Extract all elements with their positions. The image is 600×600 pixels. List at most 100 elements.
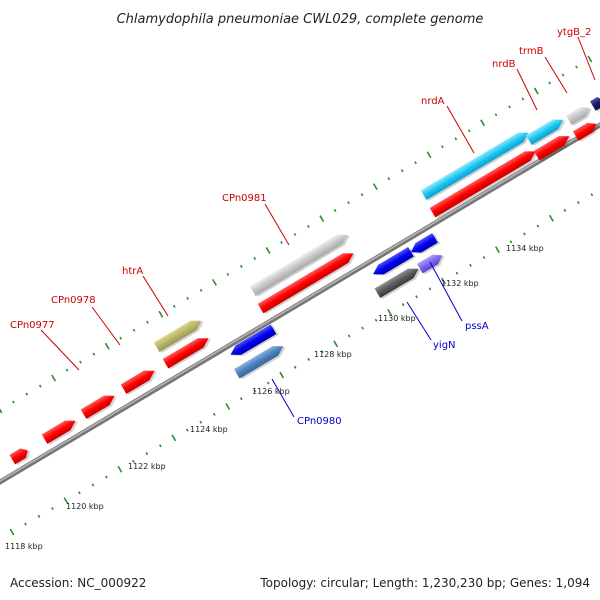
inner-tick — [577, 201, 580, 205]
outer-tick — [239, 264, 243, 268]
inner-tick — [117, 465, 123, 473]
gene-arrow-trmB[interactable] — [565, 102, 595, 126]
inner-tick — [9, 528, 15, 536]
gene-arrow-CPn0980-a[interactable] — [228, 324, 279, 362]
inner-tick — [428, 287, 432, 291]
outer-tick — [319, 215, 325, 222]
inner-tick — [185, 428, 189, 432]
gene-arrow-yigN-a[interactable] — [370, 246, 417, 280]
gene-label-CPn0980: CPn0980 — [297, 416, 342, 427]
outer-tick — [146, 320, 149, 324]
outer-tick — [293, 232, 297, 237]
gene-arrow-trmB-body — [565, 106, 590, 125]
gene-arrow-pssA-body — [417, 254, 443, 274]
outer-tick — [25, 392, 29, 396]
tick-labels: 1118 kbp 1120 kbp 1122 kbp 1124 kbp 1126… — [5, 244, 544, 551]
outer-tick — [387, 177, 391, 181]
inner-tick — [293, 365, 297, 369]
inner-tick — [374, 318, 378, 322]
gene-arrow-nrdA[interactable] — [420, 127, 534, 201]
gene-arrow-nrdB[interactable] — [526, 114, 568, 146]
gene-label-nrdB: nrdB — [492, 59, 516, 70]
outer-tick — [454, 137, 458, 141]
inner-tick — [199, 420, 203, 424]
leader-nrdA — [446, 105, 475, 154]
inner-tick — [63, 497, 69, 505]
inner-tick — [212, 412, 216, 416]
inner-tick — [523, 232, 526, 236]
gene-arrow-CPn0980-body — [233, 346, 284, 379]
gene-arrow-trmB-red[interactable] — [572, 118, 600, 142]
inner-tick — [563, 208, 567, 212]
outer-tick — [508, 105, 511, 109]
gene-arrow-htrA[interactable] — [153, 315, 207, 354]
leader-CPn0981 — [264, 203, 290, 246]
inner-tick — [91, 483, 95, 487]
outer-tick — [467, 129, 471, 133]
gene-arrow-yigN[interactable] — [374, 263, 424, 299]
inner-tick — [347, 334, 351, 338]
gene-arrow-CPn0981-body — [249, 234, 348, 296]
outer-tick — [65, 368, 69, 372]
inner-tick — [333, 340, 339, 348]
gene-label-CPn0978: CPn0978 — [51, 295, 96, 306]
inner-tick — [37, 514, 41, 518]
outer-tick — [587, 55, 593, 63]
outer-tick — [12, 400, 15, 404]
gene-arrow-a-body — [9, 448, 28, 465]
inner-tick — [469, 263, 472, 267]
gene-arrow-a[interactable] — [9, 445, 32, 466]
gene-arrow-nrdB-body — [526, 119, 564, 145]
inner-tick — [78, 491, 81, 495]
gene-arrow-yigN-body — [374, 268, 419, 298]
inner-tick — [132, 459, 135, 463]
outer-tick — [226, 272, 230, 276]
gene-arrow-nrdA-red[interactable] — [429, 146, 541, 219]
gene-arrow-ytgB_2[interactable] — [590, 94, 600, 112]
tick-label-1120: 1120 kbp — [66, 502, 104, 511]
outer-tick — [480, 119, 486, 127]
tick-label-1126: 1126 kbp — [252, 387, 290, 396]
outer-tick — [414, 161, 417, 165]
tick-label-1132: 1132 kbp — [441, 279, 479, 288]
inner-tick — [279, 371, 285, 379]
leader-nrdB — [516, 68, 538, 111]
outer-tick — [575, 65, 578, 69]
inner-tick — [361, 326, 364, 330]
gene-arrow-htrA-red[interactable] — [162, 333, 214, 371]
gene-arrow-pssA-a[interactable] — [408, 232, 441, 258]
gene-arrow-CPn0978[interactable] — [120, 365, 160, 395]
inner-tick — [253, 389, 257, 393]
inner-tick — [171, 434, 177, 442]
leader-ytgB_2 — [577, 36, 596, 81]
outer-tick — [347, 201, 350, 205]
gene-arrow-pssA[interactable] — [417, 250, 447, 275]
inner-tick — [509, 240, 513, 244]
outer-tick — [38, 384, 42, 388]
gene-features — [9, 94, 600, 466]
gene-label-htrA: htrA — [122, 266, 143, 277]
outer-tick — [253, 256, 257, 260]
gene-arrow-CPn0978-body — [120, 370, 155, 394]
outer-tick — [51, 374, 57, 382]
gene-arrow-pssA-a-body — [410, 233, 438, 253]
tick-label-1130: 1130 kbp — [378, 314, 416, 323]
tick-label-1128: 1128 kbp — [314, 350, 352, 359]
gene-label-yigN: yigN — [433, 340, 456, 351]
gene-arrow-CPn0981[interactable] — [249, 229, 352, 297]
leader-CPn0977 — [40, 329, 80, 371]
outer-tick — [280, 240, 283, 245]
gene-arrow-htrA-red-body — [162, 338, 209, 369]
gene-label-CPn0981: CPn0981 — [222, 193, 267, 204]
gene-arrow-CPn0977[interactable] — [80, 390, 120, 420]
label-leader-lines — [40, 36, 596, 418]
inner-tick — [239, 397, 243, 401]
genome-summary-text: Topology: circular; Length: 1,230,230 bp… — [259, 576, 590, 590]
inner-tick — [495, 246, 500, 254]
gene-arrow-b[interactable] — [41, 415, 81, 445]
gene-arrow-CPn0980[interactable] — [233, 341, 288, 381]
gene-label-trmB: trmB — [519, 46, 544, 57]
tick-label-1122: 1122 kbp — [128, 462, 166, 471]
gene-arrow-CPn0981-red[interactable] — [257, 248, 359, 315]
gene-arrow-nrdB-red[interactable] — [533, 131, 575, 162]
